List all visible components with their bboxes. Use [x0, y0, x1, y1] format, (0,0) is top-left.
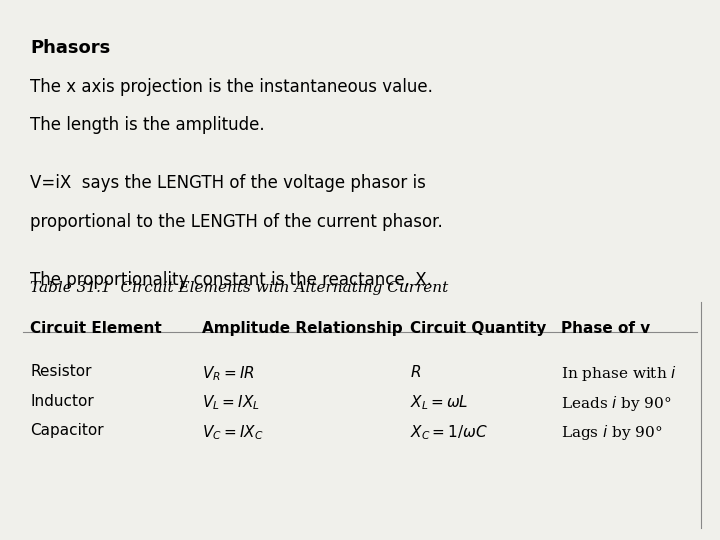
Text: The length is the amplitude.: The length is the amplitude.: [30, 116, 265, 134]
Text: Amplitude Relationship: Amplitude Relationship: [202, 321, 402, 336]
Text: The x axis projection is the instantaneous value.: The x axis projection is the instantaneo…: [30, 78, 433, 96]
Text: $V_R = IR$: $V_R = IR$: [202, 364, 255, 383]
Text: proportional to the LENGTH of the current phasor.: proportional to the LENGTH of the curren…: [30, 213, 443, 231]
Text: Phase of v: Phase of v: [561, 321, 650, 336]
Text: Phasors: Phasors: [30, 39, 110, 57]
Text: Lags $i$ by 90°: Lags $i$ by 90°: [561, 423, 662, 442]
Text: V=iX  says the LENGTH of the voltage phasor is: V=iX says the LENGTH of the voltage phas…: [30, 174, 426, 192]
Text: $V_L = IX_L$: $V_L = IX_L$: [202, 394, 260, 412]
Text: Inductor: Inductor: [30, 394, 94, 409]
Text: Table 31.1  Circuit Elements with Alternating Current: Table 31.1 Circuit Elements with Alterna…: [30, 281, 449, 295]
Text: Leads $i$ by 90°: Leads $i$ by 90°: [561, 394, 672, 413]
Text: $X_L = \omega L$: $X_L = \omega L$: [410, 394, 469, 412]
Text: $R$: $R$: [410, 364, 421, 380]
Text: The proportionality constant is the reactance, X.: The proportionality constant is the reac…: [30, 271, 432, 289]
Text: $V_C = IX_C$: $V_C = IX_C$: [202, 423, 264, 442]
Text: Capacitor: Capacitor: [30, 423, 104, 438]
Text: Circuit Quantity: Circuit Quantity: [410, 321, 546, 336]
Text: Circuit Element: Circuit Element: [30, 321, 162, 336]
Text: $X_C = 1/\omega C$: $X_C = 1/\omega C$: [410, 423, 488, 442]
Text: Resistor: Resistor: [30, 364, 91, 379]
Text: In phase with $i$: In phase with $i$: [561, 364, 677, 383]
